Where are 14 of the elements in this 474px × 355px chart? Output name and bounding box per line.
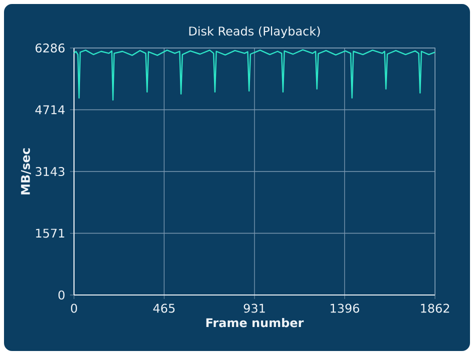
y-tick-label: 3143 (36, 166, 64, 176)
x-tick-label: 1862 (421, 304, 450, 313)
y-tick-label: 0 (58, 290, 64, 300)
x-tick-label: 0 (70, 304, 78, 313)
x-tick-label: 931 (244, 304, 265, 313)
y-axis-title: MB/sec (21, 148, 31, 194)
y-tick-label: 6286 (36, 43, 65, 53)
y-tick-label: 4714 (35, 105, 65, 114)
y-tick-label: 1571 (36, 228, 64, 238)
x-tick-label: 1396 (330, 304, 360, 313)
x-axis-title: Frame number (206, 318, 304, 328)
x-tick-label: 465 (153, 304, 175, 313)
chart-title: Disk Reads (Playback) (189, 26, 320, 38)
line-series (73, 49, 436, 101)
